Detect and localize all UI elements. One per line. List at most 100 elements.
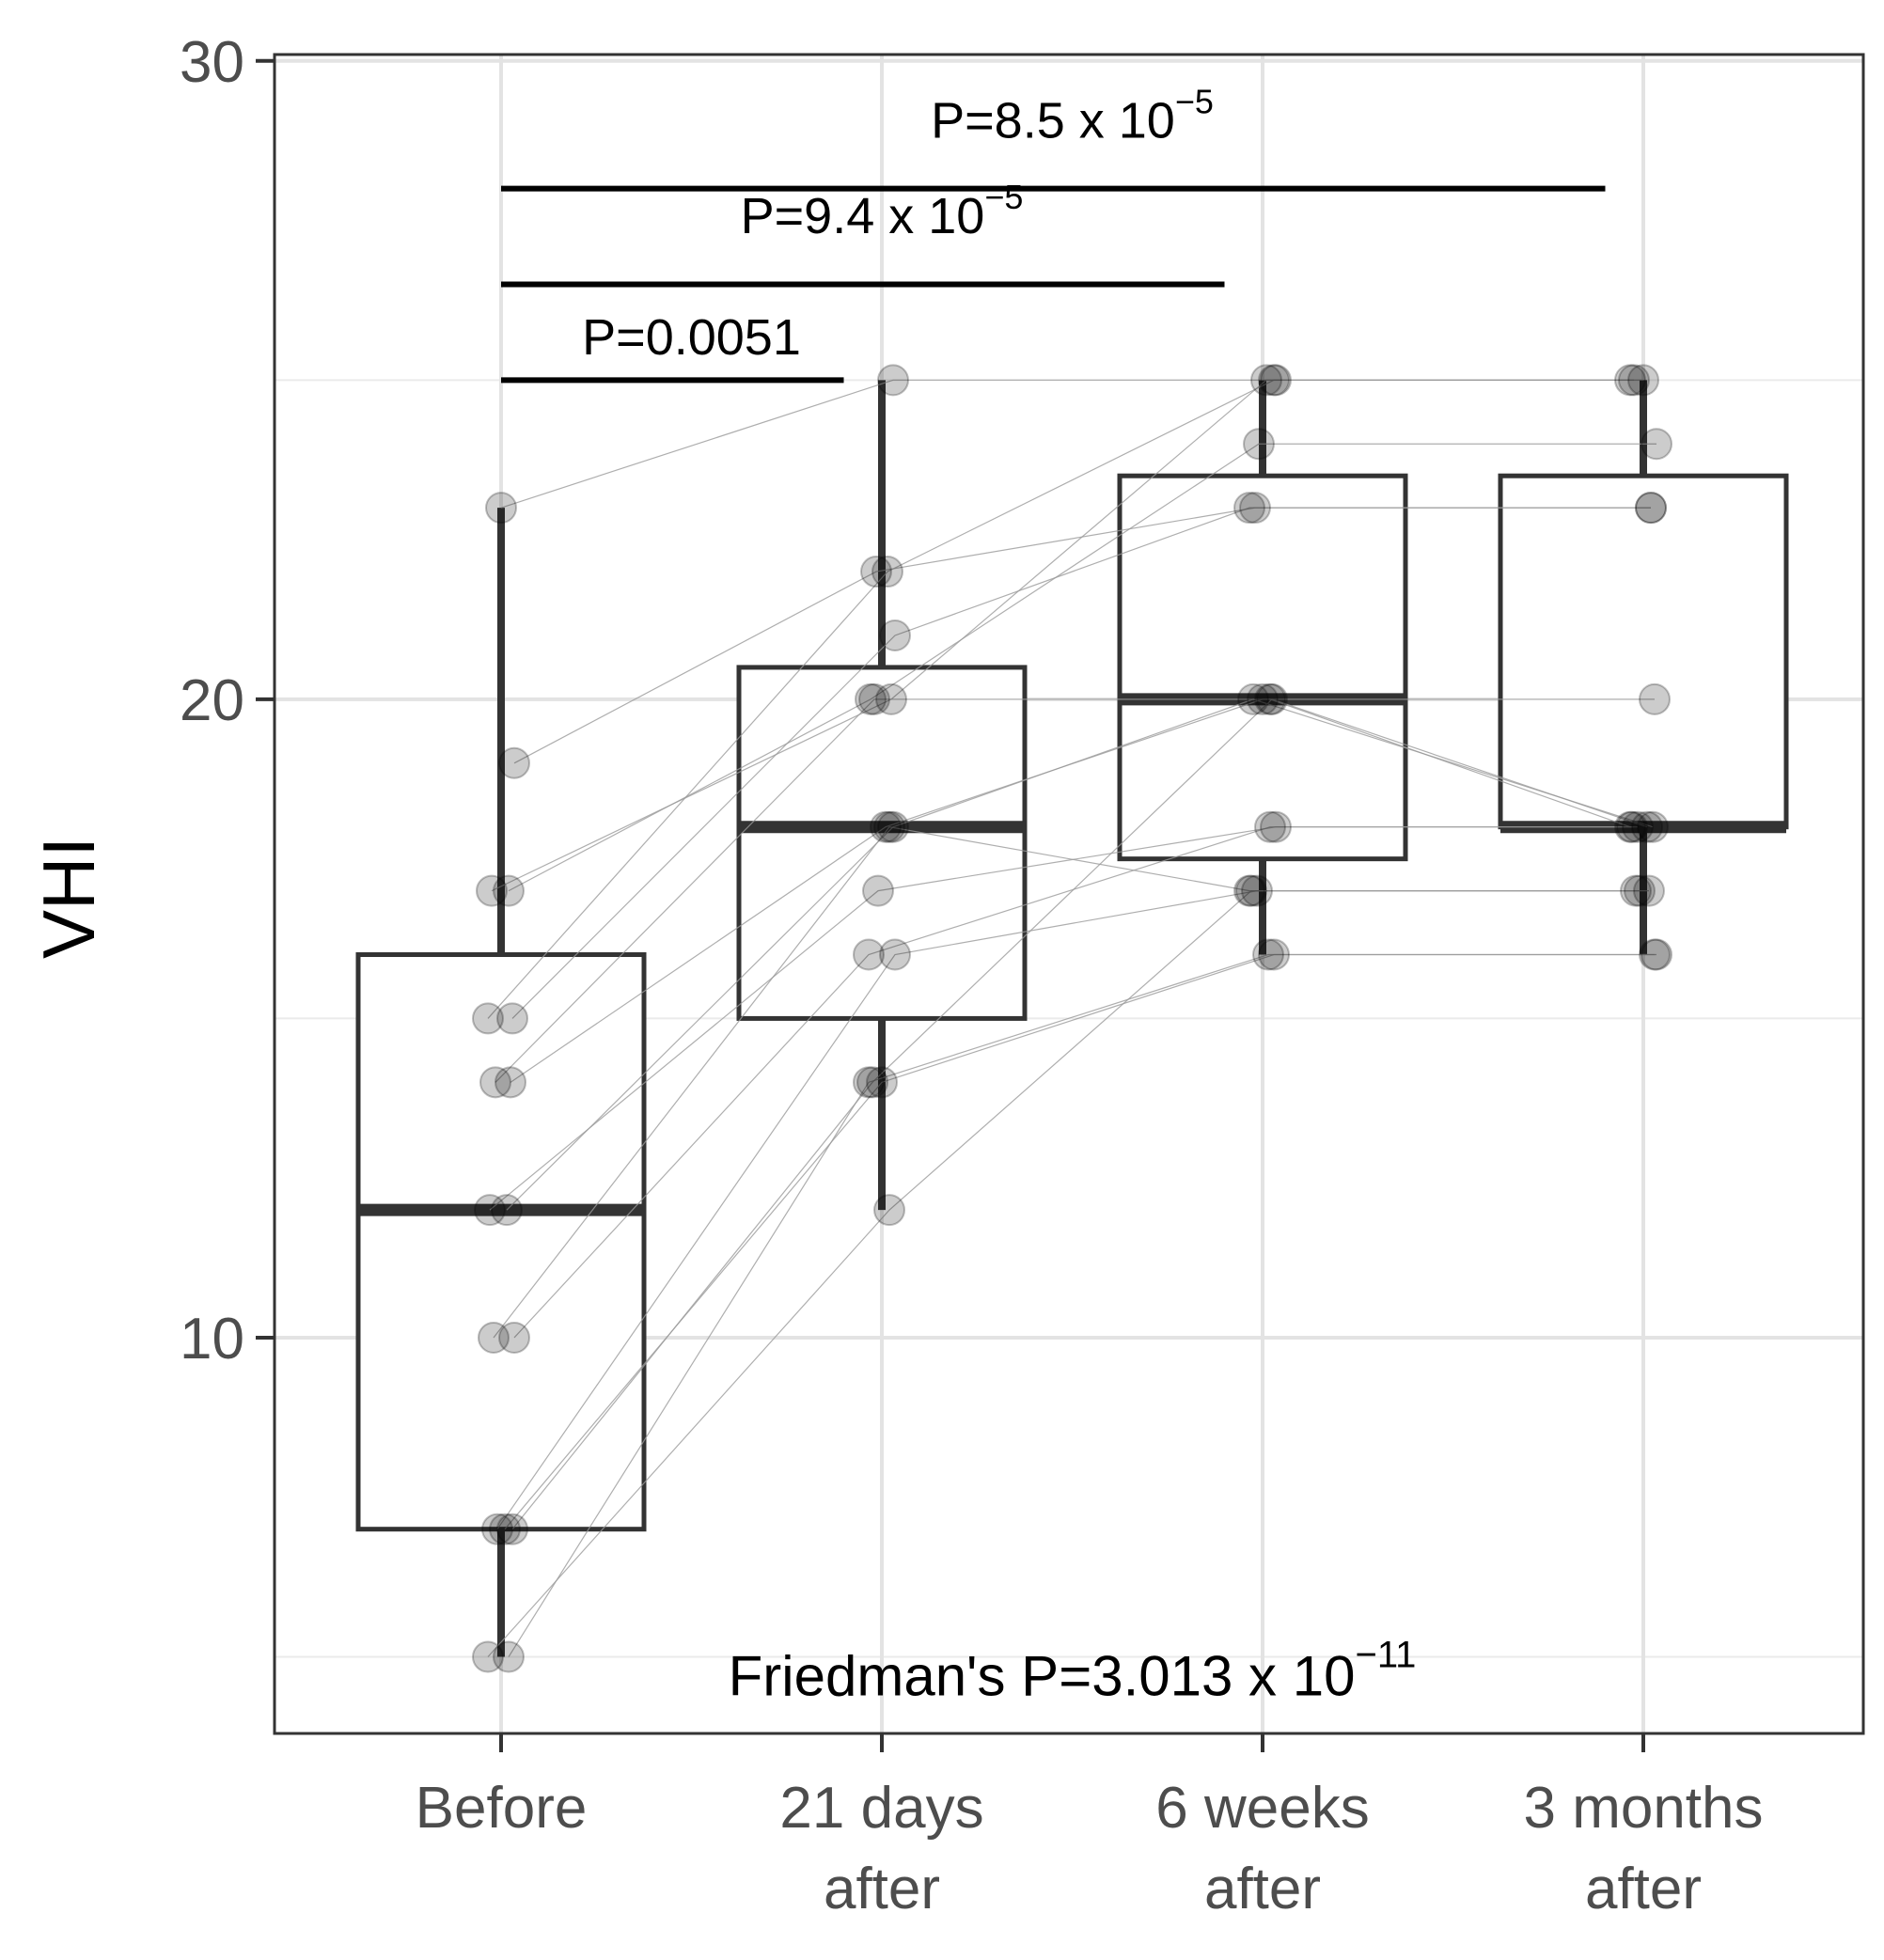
data-point	[1239, 492, 1271, 525]
y-tick-label: 20	[180, 668, 244, 733]
data-point	[1622, 810, 1654, 843]
data-point	[1627, 364, 1659, 397]
data-point	[495, 1066, 526, 1099]
friedman-test-label: Friedman's P=3.013 x 10−11	[729, 1634, 1417, 1707]
significance-label-exponent: −5	[984, 178, 1023, 216]
x-tick-label-line: 6 weeks	[1155, 1776, 1369, 1841]
x-tick-label-line: Before	[416, 1776, 588, 1841]
subject-line	[511, 507, 1651, 1019]
data-point	[873, 810, 905, 843]
data-point	[1618, 364, 1650, 397]
data-point	[1635, 492, 1667, 525]
data-point	[1635, 492, 1667, 525]
data-point	[1633, 874, 1665, 907]
data-point	[1614, 364, 1646, 397]
data-point	[1260, 364, 1292, 397]
subject-line	[487, 379, 1634, 1019]
data-point	[1256, 682, 1288, 715]
data-point	[1624, 874, 1656, 907]
data-point	[1614, 810, 1646, 843]
subject-line	[495, 698, 1631, 1083]
data-point	[474, 1194, 506, 1227]
subject-line	[513, 826, 1632, 1339]
data-point	[496, 1002, 528, 1035]
data-point	[476, 874, 508, 907]
significance-label: P=9.4 x 10−5	[741, 178, 1024, 244]
data-point	[1639, 682, 1671, 715]
data-point	[1250, 364, 1282, 397]
data-point	[1235, 874, 1267, 907]
data-point	[472, 1640, 504, 1673]
data-point	[877, 364, 909, 397]
data-point	[496, 1513, 528, 1545]
data-point	[1637, 810, 1669, 843]
data-point	[875, 682, 907, 715]
significance-label-base: P=9.4 x 10	[741, 188, 985, 244]
box	[355, 952, 647, 1532]
data-point	[479, 1066, 511, 1099]
box	[1117, 473, 1408, 862]
data-point	[1639, 938, 1671, 971]
x-tick-label: 3 months after	[1523, 1776, 1763, 1921]
data-point	[493, 1640, 525, 1673]
data-point	[1620, 874, 1652, 907]
data-point	[870, 810, 902, 843]
subject-line	[511, 698, 1648, 1530]
friedman-label-exponent: −11	[1355, 1634, 1416, 1675]
data-point	[877, 810, 909, 843]
subject-line	[508, 443, 1656, 892]
data-point	[1258, 364, 1290, 397]
data-point	[472, 1002, 504, 1035]
data-point	[871, 556, 903, 588]
data-point	[481, 1513, 513, 1545]
data-point	[493, 874, 525, 907]
data-point	[498, 746, 530, 779]
data-point	[862, 874, 894, 907]
y-tick-label: 30	[180, 30, 244, 95]
data-point	[1252, 938, 1284, 971]
data-point	[1641, 428, 1672, 461]
subject-line	[508, 953, 1655, 1657]
data-point	[1243, 428, 1275, 461]
significance-label: P=0.0051	[582, 309, 801, 366]
data-point	[879, 619, 911, 651]
friedman-label-base: Friedman's P=3.013 x 10	[729, 1644, 1356, 1707]
y-axis-title: VHI	[27, 837, 110, 959]
x-tick-label-line: after	[1204, 1857, 1321, 1921]
data-point	[1254, 810, 1286, 843]
data-point	[498, 1321, 530, 1354]
data-point	[1247, 682, 1279, 715]
data-point	[856, 1066, 888, 1099]
data-point	[1241, 874, 1273, 907]
data-point	[478, 1321, 510, 1354]
significance-label: P=8.5 x 10−5	[931, 82, 1214, 149]
x-tick-label-line: after	[1585, 1857, 1702, 1921]
x-tick-label: 6 weeks after	[1155, 1776, 1369, 1921]
data-point	[491, 1194, 523, 1227]
subject-lines	[487, 379, 1656, 1657]
subject-line	[487, 890, 1640, 1657]
data-point	[855, 682, 887, 715]
x-tick-label-line: 21 days	[779, 1776, 983, 1841]
x-tick-label-line: after	[824, 1857, 940, 1921]
data-point	[1641, 938, 1672, 971]
data-points	[472, 364, 1672, 1673]
data-point	[1616, 810, 1648, 843]
data-point	[489, 1513, 521, 1545]
data-point	[485, 492, 517, 525]
data-point	[853, 1066, 885, 1099]
data-point	[858, 682, 890, 715]
x-tick-label: 21 days after	[779, 1776, 983, 1921]
significance-label-exponent: −5	[1175, 82, 1214, 120]
data-point	[1233, 492, 1265, 525]
data-point	[853, 938, 885, 971]
x-tick-label: Before	[416, 1776, 588, 1841]
significance-label-base: P=8.5 x 10	[931, 92, 1175, 149]
data-point	[1258, 938, 1290, 971]
y-tick-label: 10	[180, 1307, 244, 1372]
subject-line	[506, 698, 1654, 1211]
data-point	[1233, 874, 1265, 907]
